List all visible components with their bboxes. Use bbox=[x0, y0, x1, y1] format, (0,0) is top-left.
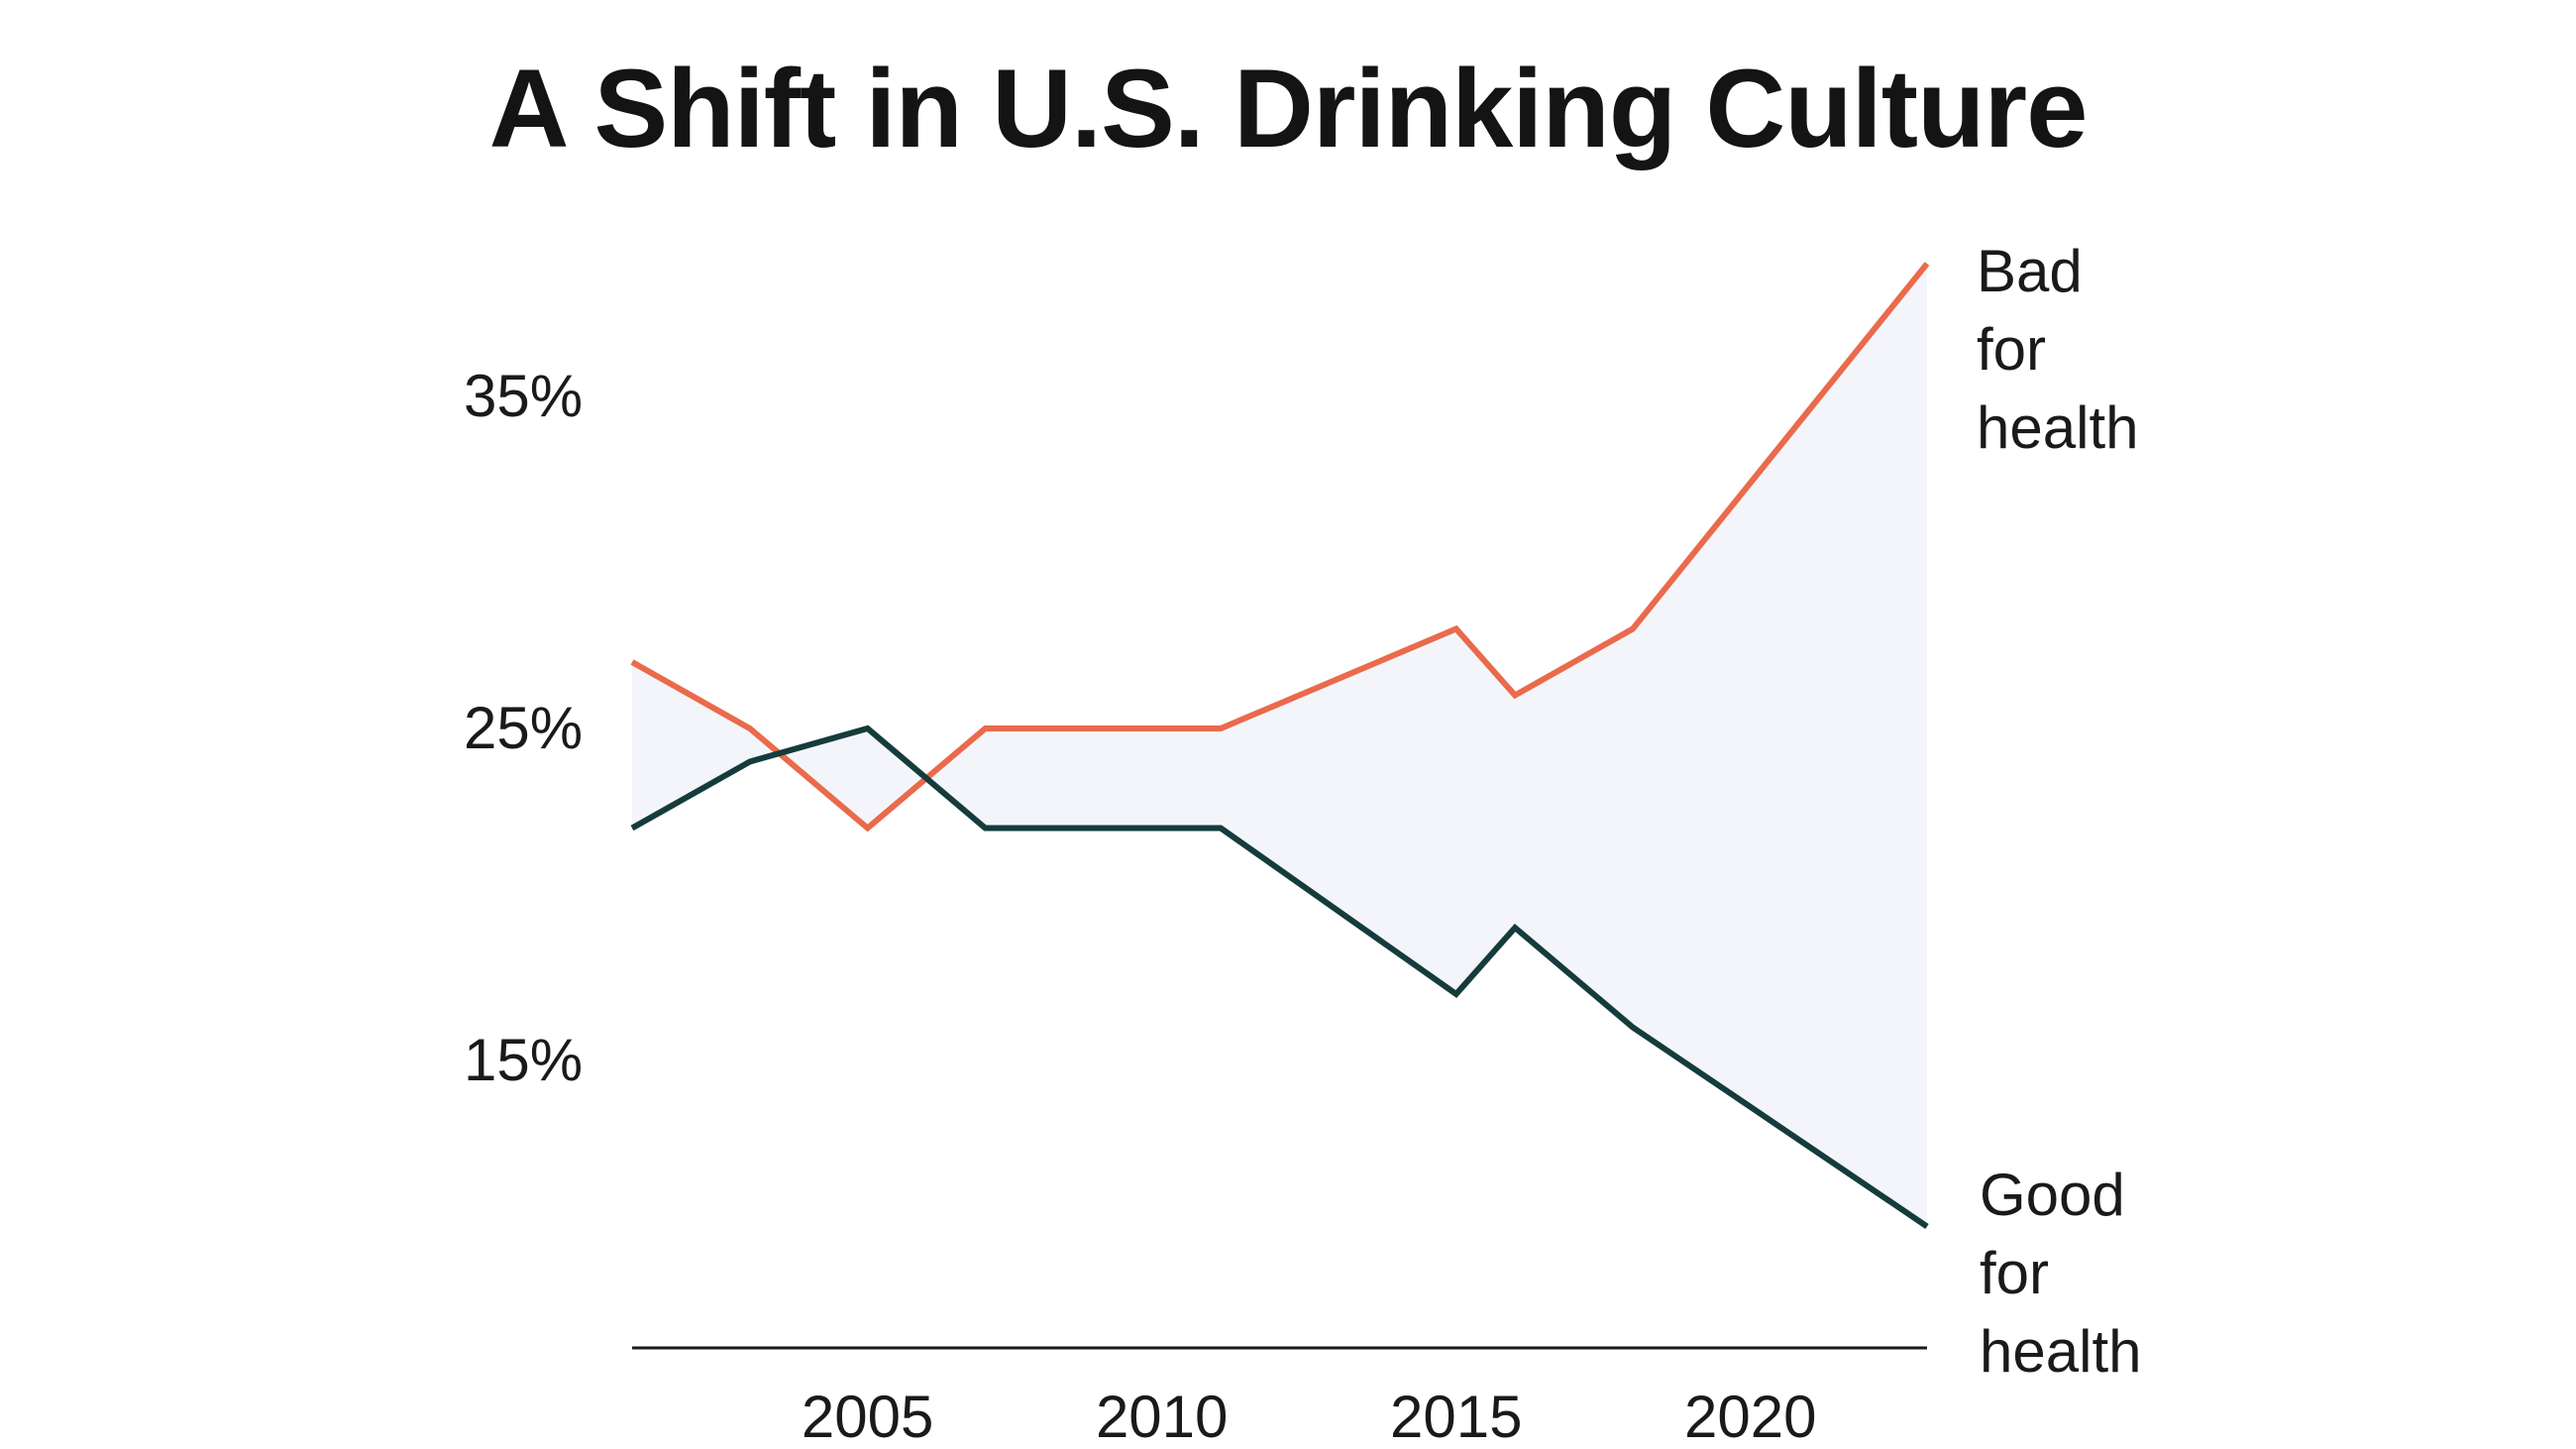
chart-title: A Shift in U.S. Drinking Culture bbox=[488, 47, 2089, 170]
series-label-good-for-health: Good bbox=[1980, 1162, 2125, 1228]
y-tick-label: 15% bbox=[464, 1027, 583, 1093]
shaded-band bbox=[632, 264, 1927, 1227]
y-tick-label: 35% bbox=[464, 363, 583, 429]
x-tick-label: 2020 bbox=[1684, 1384, 1816, 1449]
series-label-bad-for-health: health bbox=[1977, 394, 2138, 461]
series-lines-layer bbox=[630, 262, 1930, 1229]
shaded-band-layer bbox=[632, 264, 1927, 1227]
x-tick-labels: 2005 2010 2015 2020 bbox=[802, 1384, 1817, 1449]
y-tick-labels: 15% 25% 35% bbox=[464, 363, 583, 1093]
series-labels: Bad for health Good for health bbox=[1977, 238, 2141, 1385]
series-label-good-for-health: for bbox=[1980, 1240, 2049, 1306]
x-tick-label: 2015 bbox=[1390, 1384, 1522, 1449]
x-tick-label: 2005 bbox=[802, 1384, 933, 1449]
series-label-good-for-health: health bbox=[1980, 1318, 2141, 1385]
series-label-bad-for-health: for bbox=[1977, 316, 2046, 383]
y-tick-label: 25% bbox=[464, 695, 583, 761]
x-tick-label: 2010 bbox=[1096, 1384, 1228, 1449]
series-label-bad-for-health: Bad bbox=[1977, 238, 2083, 304]
